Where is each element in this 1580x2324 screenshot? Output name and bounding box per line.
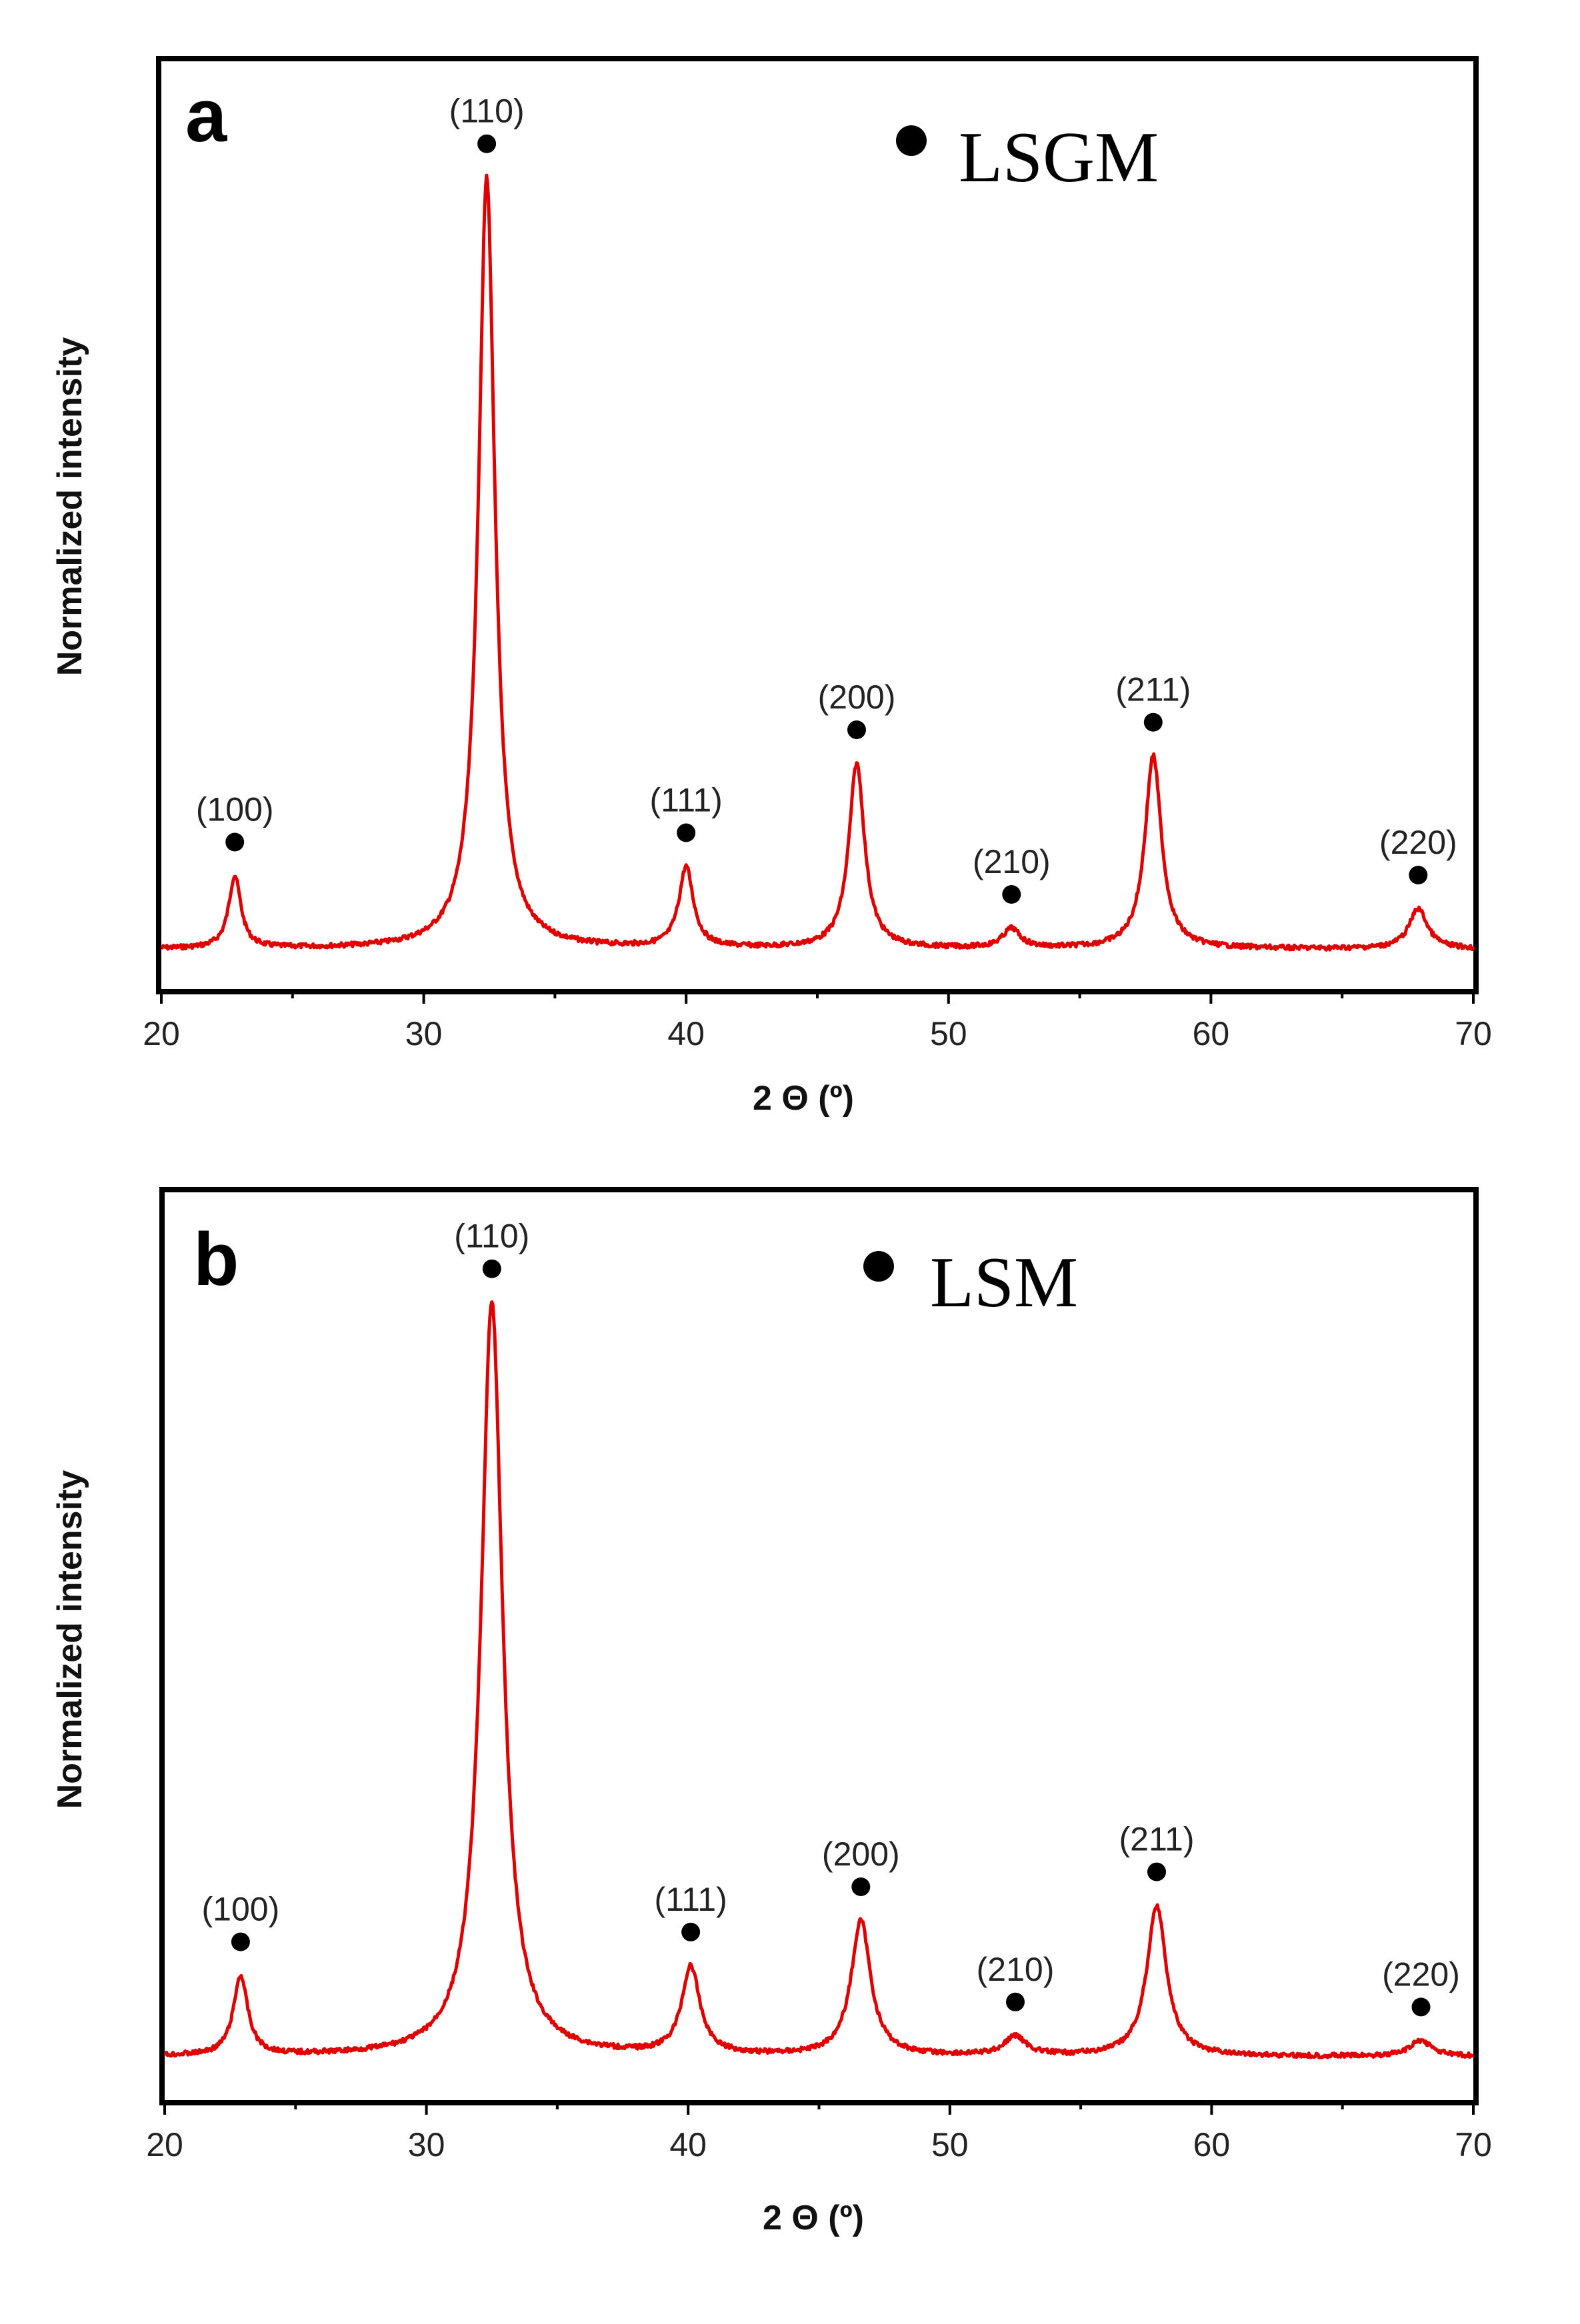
peak-label: (210) [973, 843, 1051, 880]
peak-label: (100) [202, 1891, 280, 1928]
peak-label: (211) [1115, 671, 1191, 708]
peak-label: (110) [454, 1218, 529, 1255]
xrd-curve-lsgm [160, 173, 1475, 952]
panel-a-y-axis-title: Normalized intensity [51, 337, 89, 676]
panel-b-x-ticks: 20 30 40 50 60 70 [146, 2103, 1492, 2163]
peak-marker [847, 720, 866, 739]
peak-label: (111) [654, 1881, 727, 1918]
panel-a-legend-marker [896, 125, 927, 156]
peak-marker [1147, 1862, 1166, 1881]
panel-a: (100) (110) (111) (200) (210) (211) (220) 20 30… [51, 56, 1492, 1118]
panel-a-x-ticks: 20 30 40 50 60 70 [143, 992, 1492, 1052]
panel-b: (100) (110) (111) (200) (210) (211) (220) 20 30… [51, 1187, 1492, 2237]
peak-marker [225, 832, 245, 852]
x-tick-label: 40 [667, 1015, 705, 1052]
panel-b-y-axis-title: Normalized intensity [51, 1470, 89, 1809]
panel-b-x-axis-title: 2 Θ (º) [763, 2199, 864, 2237]
panel-a-legend-text: LSGM [959, 118, 1159, 197]
panel-a-plot-frame [156, 56, 1479, 994]
peak-label: (111) [650, 782, 723, 819]
peak-marker [482, 1259, 501, 1278]
peak-label: (100) [196, 791, 274, 828]
panel-a-x-axis-title: 2 Θ (º) [753, 1079, 854, 1118]
peak-label: (200) [822, 1835, 900, 1873]
x-tick-label: 20 [146, 2126, 183, 2163]
peak-marker [681, 1922, 701, 1941]
panel-b-legend-marker [863, 1251, 894, 1282]
x-tick-label: 60 [1193, 2126, 1231, 2163]
x-tick-label: 30 [405, 1015, 443, 1052]
peak-marker [477, 134, 497, 153]
peak-label: (210) [977, 1951, 1055, 1988]
x-tick-label: 50 [931, 2126, 969, 2163]
peak-marker [1411, 1997, 1431, 2017]
panel-b-plot-area: (100) (110) (111) (200) (210) (211) (220) [163, 1218, 1475, 2059]
xrd-curve-lsm [163, 1300, 1475, 2059]
x-tick-label: 40 [669, 2126, 707, 2163]
x-tick-label: 30 [408, 2126, 445, 2163]
peak-label: (220) [1379, 824, 1457, 861]
peak-marker [677, 823, 696, 842]
panel-b-plot-frame [159, 1187, 1479, 2105]
panel-a-label: a [185, 74, 227, 157]
peak-marker [1409, 866, 1428, 884]
peak-label: (110) [449, 93, 525, 130]
panel-a-plot-area: (100) (110) (111) (200) (210) (211) (220) [160, 93, 1475, 952]
peak-marker [231, 1932, 250, 1951]
panel-b-label: b [193, 1218, 239, 1301]
x-tick-label: 20 [143, 1015, 180, 1052]
x-tick-label: 70 [1455, 1015, 1492, 1052]
peak-marker [1002, 885, 1021, 904]
panel-b-legend-text: LSM [930, 1243, 1078, 1322]
peak-marker [851, 1877, 871, 1896]
x-tick-label: 70 [1455, 2126, 1492, 2163]
peak-marker [1143, 712, 1163, 732]
peak-label: (220) [1382, 1955, 1460, 1993]
peak-marker [1006, 1992, 1025, 2011]
x-tick-label: 60 [1193, 1015, 1230, 1052]
x-tick-label: 50 [930, 1015, 967, 1052]
peak-label: (211) [1119, 1821, 1194, 1858]
peak-label: (200) [818, 678, 896, 716]
